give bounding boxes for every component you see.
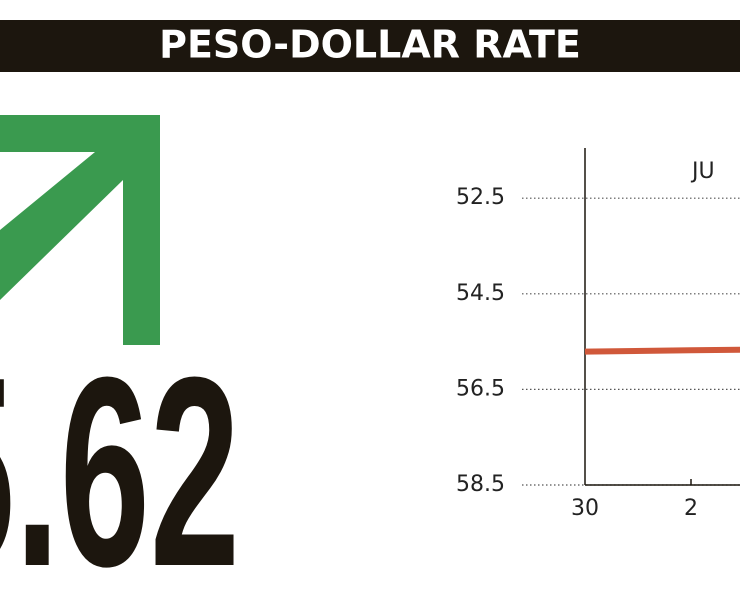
month-label: JU (690, 159, 715, 184)
up-arrow (0, 115, 160, 345)
y-tick-label: 52.5 (456, 185, 505, 210)
title-bar (0, 20, 740, 72)
y-tick-label: 54.5 (456, 281, 505, 306)
y-tick-label: 56.5 (456, 376, 505, 401)
y-tick-label: 58.5 (456, 472, 505, 497)
title: PESO-DOLLAR RATE (159, 23, 581, 67)
x-tick-label: 30 (571, 496, 599, 521)
rate-value: 5.62 (0, 321, 240, 600)
line (584, 346, 740, 355)
x-tick-label: 2 (684, 496, 698, 521)
chart: 52.5 54.5 56.5 58.5 JU 30 2 (456, 148, 740, 521)
